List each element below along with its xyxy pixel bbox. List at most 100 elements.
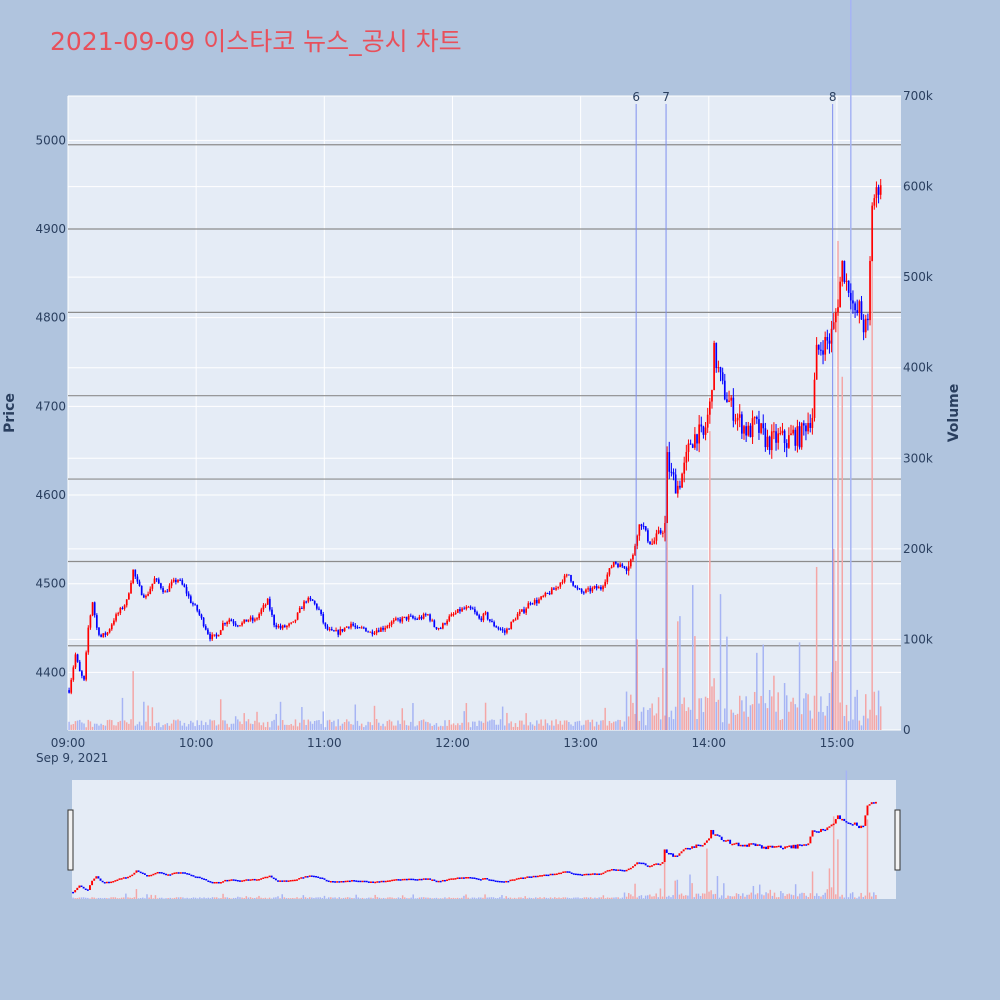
y2-axis-title: Volume: [946, 384, 962, 443]
mini-candle: [285, 880, 288, 882]
mini-volume-bar: [188, 898, 191, 899]
candle-body: [849, 292, 852, 301]
volume-bar: [717, 699, 720, 730]
mini-candle: [433, 879, 436, 881]
mini-volume-bar: [120, 897, 123, 899]
mini-candle: [839, 815, 841, 820]
volume-bar: [495, 724, 497, 730]
mini-candle: [608, 869, 611, 872]
x-tick-label: 09:00: [51, 736, 86, 750]
mini-volume-bar: [490, 897, 493, 899]
mini-candle: [667, 852, 670, 855]
mini-candle: [97, 876, 100, 879]
mini-candle: [243, 879, 246, 882]
mini-volume-bar: [418, 897, 421, 899]
candle-body: [847, 280, 850, 293]
volume-bar: [386, 721, 389, 730]
mini-volume-bar: [232, 897, 235, 899]
mini-candle: [462, 877, 465, 879]
mini-candle: [754, 843, 757, 847]
mini-volume-bar: [499, 897, 501, 899]
mini-candle: [659, 863, 662, 866]
mini-candle: [777, 845, 780, 848]
candle-body: [318, 608, 320, 610]
volume-bar: [328, 719, 331, 730]
volume-bar: [305, 725, 307, 730]
mini-volume-bar: [632, 896, 634, 899]
candle-body: [691, 444, 694, 448]
mini-candle: [152, 873, 155, 876]
candle-body: [557, 586, 560, 588]
mini-volume-bar: [813, 895, 816, 899]
mini-volume-bar: [80, 897, 83, 899]
candle-body: [875, 187, 878, 199]
mini-volume-bar: [412, 894, 414, 899]
mini-candle: [655, 863, 658, 865]
candle-body: [187, 593, 190, 597]
mini-volume-bar: [171, 898, 174, 899]
mini-candle: [507, 880, 510, 883]
mini-candle: [348, 880, 351, 883]
mini-candle: [498, 880, 501, 883]
mini-volume-bar: [486, 897, 488, 899]
mini-volume-bar: [554, 897, 556, 899]
volume-bar: [463, 711, 465, 730]
candle-body: [424, 614, 427, 616]
mini-volume-bar: [144, 898, 146, 899]
candle-body: [463, 608, 466, 610]
mini-volume-bar: [577, 897, 579, 899]
mini-volume-bar: [744, 896, 746, 899]
mini-candle: [389, 880, 391, 882]
volume-bar: [284, 724, 286, 730]
mini-volume-bar: [598, 897, 600, 899]
volume-bar: [860, 725, 863, 730]
volume-bar: [196, 720, 198, 730]
mini-volume-bar: [758, 884, 761, 899]
mini-volume-bar: [602, 895, 605, 899]
mini-candle: [803, 844, 806, 846]
mini-candle: [729, 839, 732, 844]
volume-bar: [341, 723, 344, 730]
mini-volume-bar: [224, 897, 226, 899]
mini-candle: [226, 879, 229, 882]
candle-body: [337, 630, 340, 635]
range-slider-right-handle[interactable]: [894, 809, 901, 871]
volume-bar: [783, 683, 786, 730]
mini-volume-bar: [74, 898, 76, 899]
mini-candle: [76, 887, 79, 891]
mini-volume-bar: [283, 897, 286, 899]
candle-body: [546, 592, 549, 594]
mini-volume-bar: [423, 897, 425, 899]
mini-candle: [737, 842, 740, 847]
volume-bar: [551, 720, 553, 730]
candle-body: [194, 604, 196, 606]
volume-bar: [583, 724, 585, 730]
mini-candle: [469, 877, 472, 879]
mini-volume-bar: [583, 897, 586, 899]
mini-candle: [786, 846, 789, 848]
volume-bar: [239, 721, 241, 730]
volume-bar: [685, 711, 688, 730]
range-slider-left-handle[interactable]: [67, 809, 74, 871]
candle-body: [531, 603, 534, 605]
volume-bar: [555, 719, 557, 730]
candle-body: [843, 260, 846, 282]
mini-volume-bar: [714, 893, 717, 899]
mini-volume-bar: [192, 897, 195, 899]
candle-body: [529, 603, 532, 605]
mini-volume-bar: [317, 897, 319, 899]
mini-volume-bar: [254, 897, 256, 899]
mini-volume-bar: [285, 898, 288, 899]
mini-volume-bar: [211, 897, 214, 899]
mini-candle: [329, 880, 332, 883]
mini-volume-bar: [822, 894, 824, 899]
mini-candle: [748, 843, 751, 847]
candle-body: [813, 379, 816, 418]
candle-body: [177, 579, 179, 583]
mini-candle: [262, 877, 265, 879]
range-slider[interactable]: [67, 770, 901, 899]
mini-volume-bar: [319, 897, 321, 899]
mini-volume-bar: [594, 897, 596, 899]
